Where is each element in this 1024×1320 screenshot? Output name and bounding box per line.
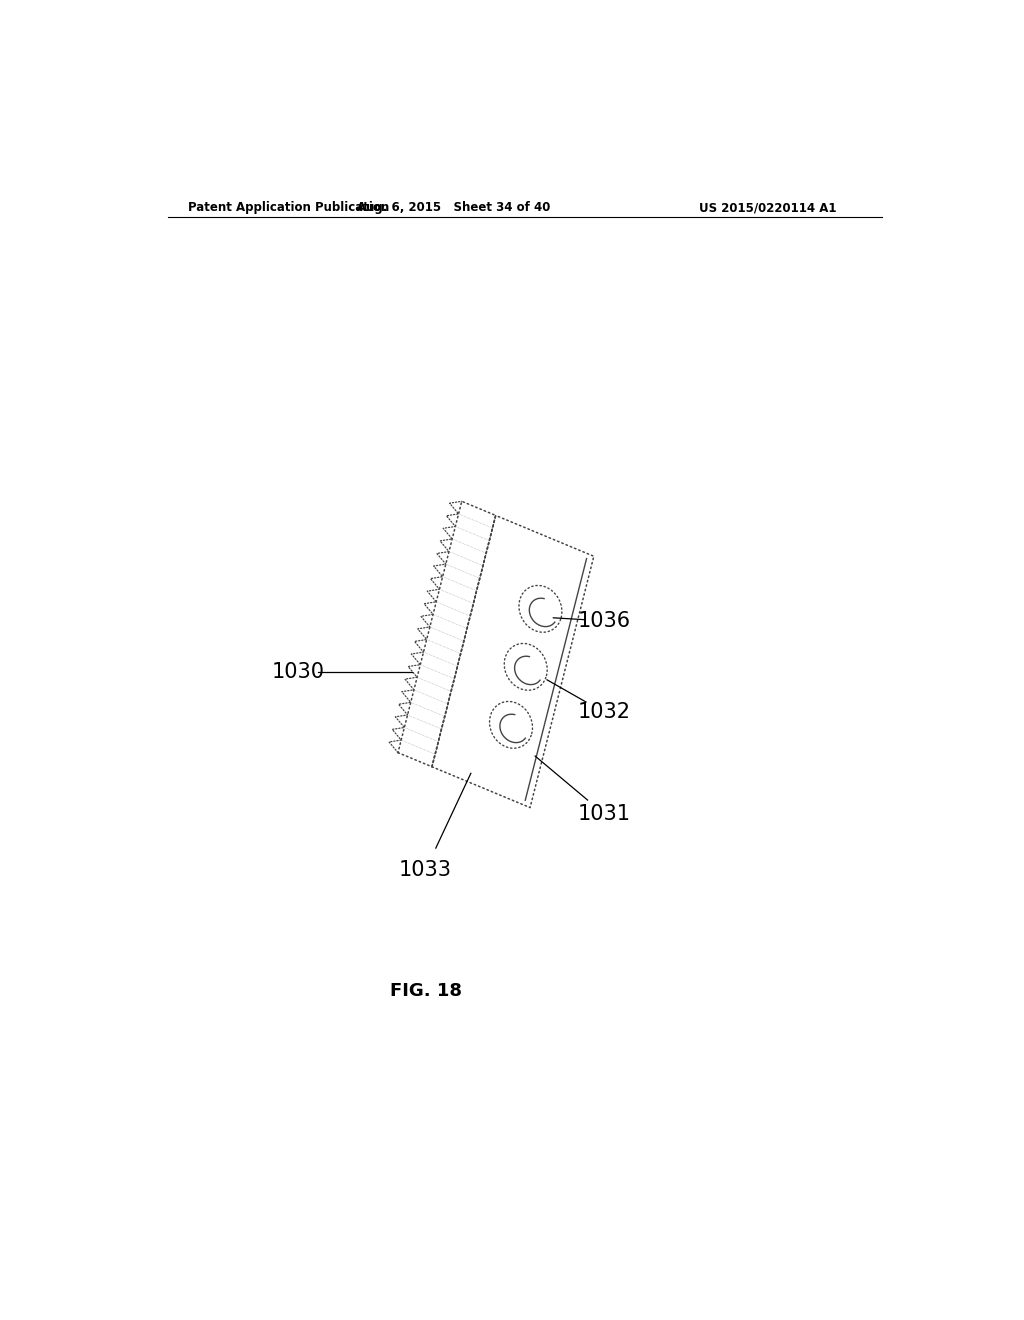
Text: 1036: 1036: [578, 611, 631, 631]
Text: 1030: 1030: [272, 661, 326, 681]
Text: Aug. 6, 2015   Sheet 34 of 40: Aug. 6, 2015 Sheet 34 of 40: [356, 201, 550, 214]
Text: FIG. 18: FIG. 18: [390, 982, 462, 999]
Text: Patent Application Publication: Patent Application Publication: [187, 201, 389, 214]
Text: 1033: 1033: [399, 859, 453, 880]
Text: 1031: 1031: [578, 804, 631, 824]
Text: US 2015/0220114 A1: US 2015/0220114 A1: [699, 201, 837, 214]
Text: 1032: 1032: [578, 702, 631, 722]
